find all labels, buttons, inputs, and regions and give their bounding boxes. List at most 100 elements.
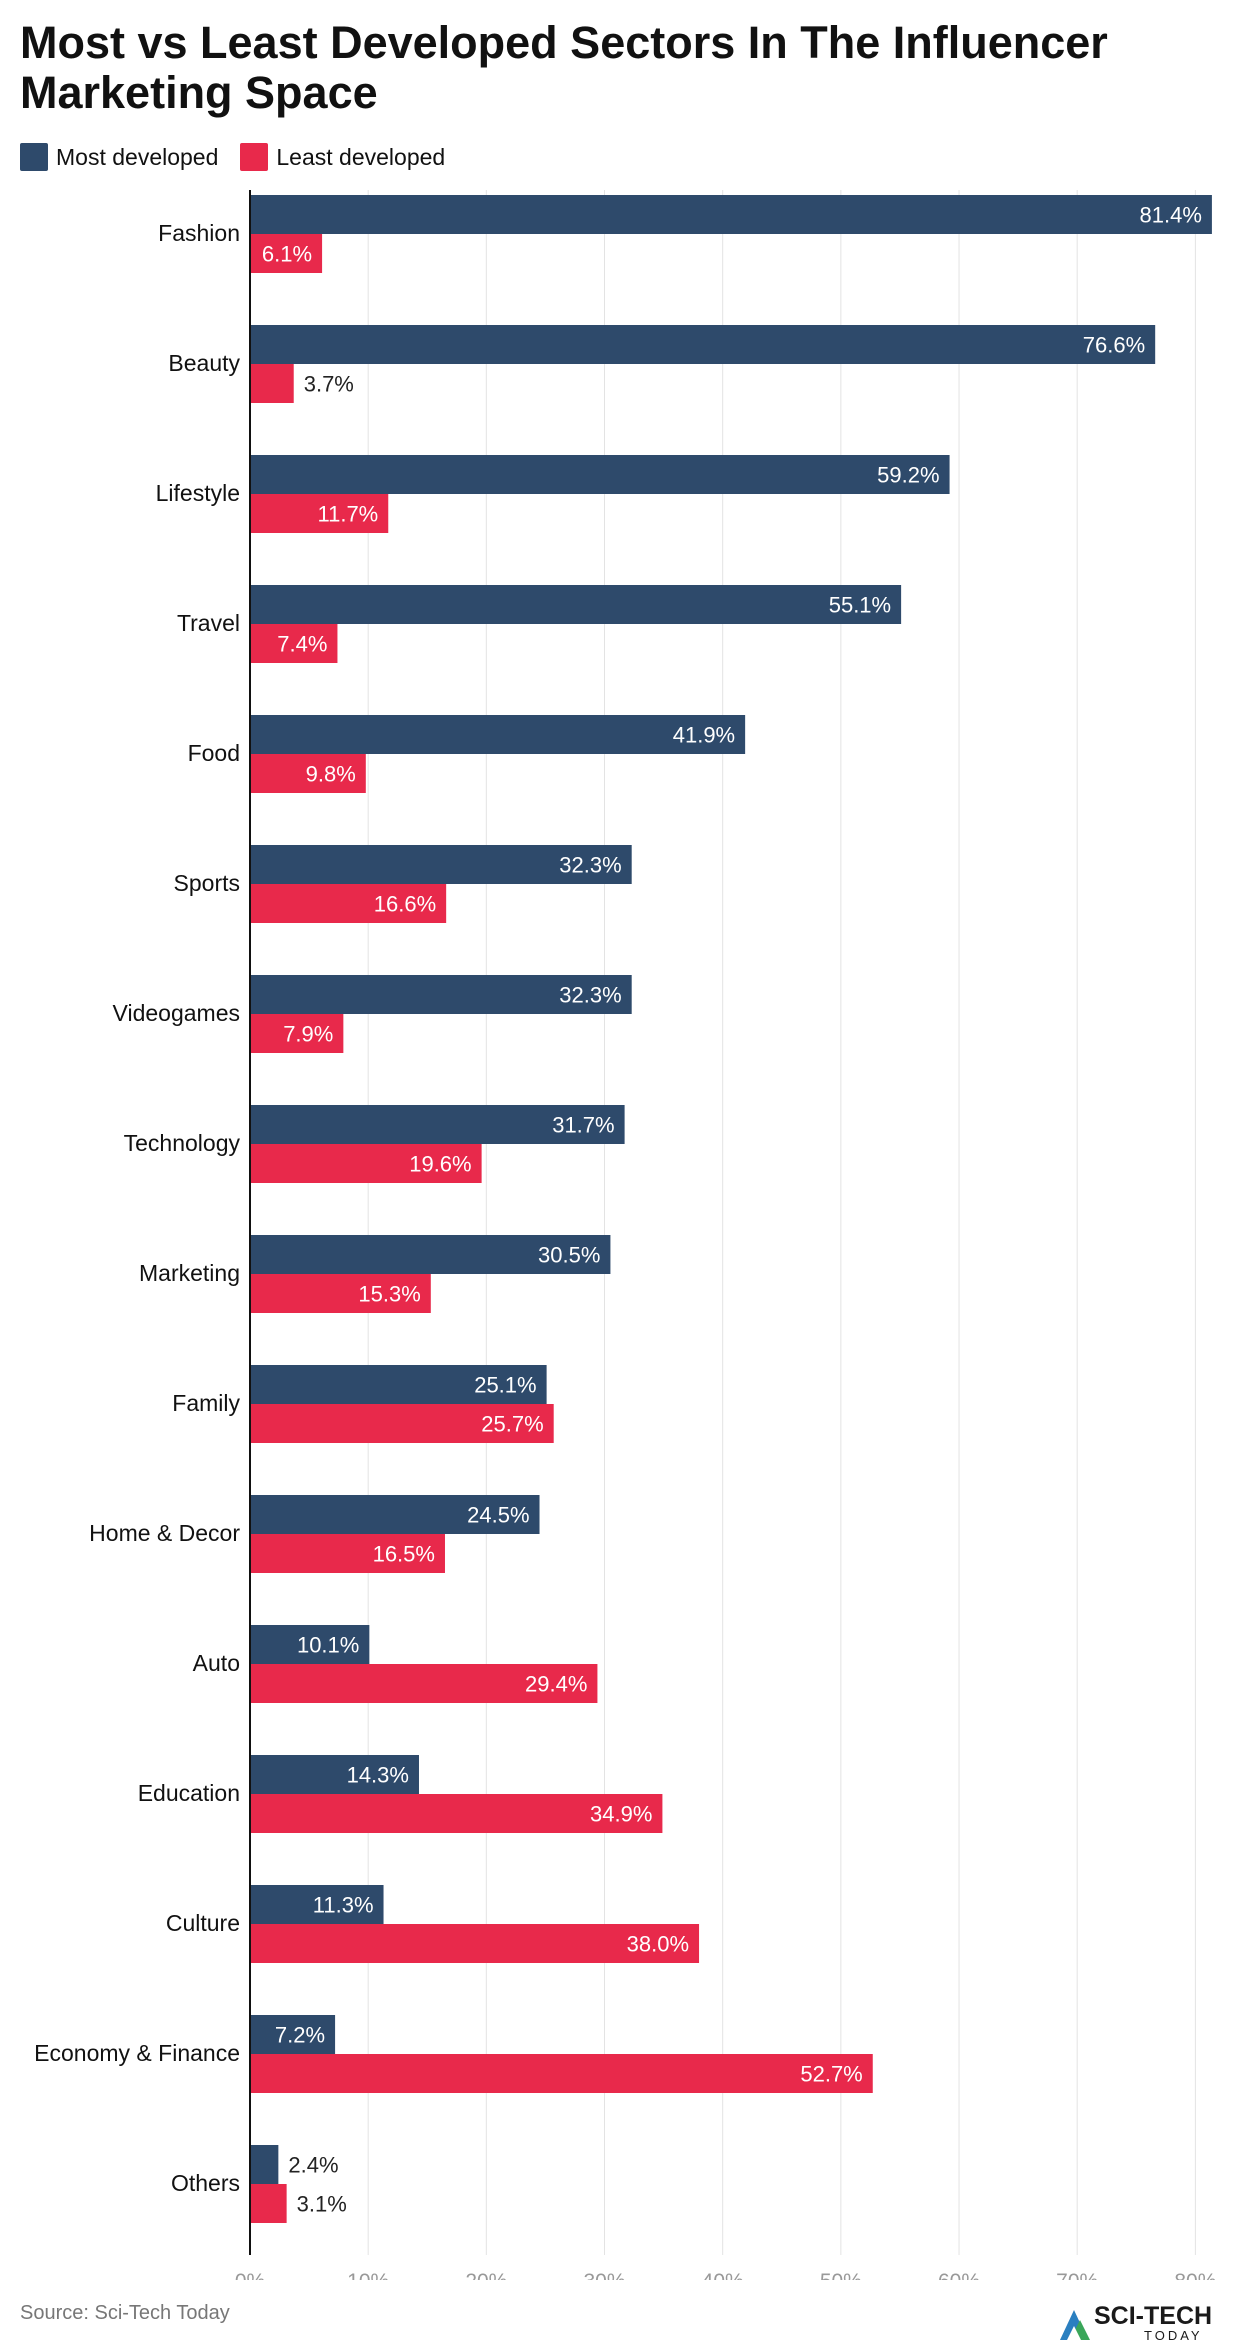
sci-tech-triangle-logo-icon (1060, 2310, 1090, 2340)
x-tick-label: 50% (820, 2270, 862, 2280)
bar-most-developed (250, 1235, 611, 1274)
legend-item-least-developed: Least developed (240, 143, 445, 171)
bar-most-developed (250, 1885, 384, 1924)
bar-least-developed (250, 1794, 663, 1833)
x-tick-label: 80% (1174, 2270, 1216, 2280)
bar-value-label: 41.9% (673, 723, 735, 748)
bar-value-label: 7.2% (275, 2023, 325, 2048)
bar-most-developed (250, 195, 1212, 234)
legend: Most developed Least developed (20, 140, 467, 174)
category-label: Videogames (113, 1000, 240, 1026)
bar-value-label: 24.5% (467, 1503, 529, 1528)
bar-value-label: 16.6% (374, 892, 436, 917)
bar-value-label: 3.7% (304, 372, 354, 397)
bar-value-label: 52.7% (800, 2062, 862, 2087)
bar-value-label: 59.2% (877, 463, 939, 488)
bar-value-label: 38.0% (627, 1932, 689, 1957)
bar-least-developed (250, 1664, 598, 1703)
bar-least-developed (250, 494, 389, 533)
logo-main-text: SCI-TECH (1094, 2302, 1212, 2330)
bar-value-label: 31.7% (552, 1113, 614, 1138)
category-label: Auto (193, 1650, 240, 1676)
x-tick-label: 20% (465, 2270, 507, 2280)
bar-value-label: 7.4% (277, 632, 327, 657)
category-label: Family (172, 1390, 240, 1416)
x-tick-label: 70% (1056, 2270, 1098, 2280)
bar-value-label: 55.1% (829, 593, 891, 618)
bar-least-developed (250, 234, 323, 273)
bar-value-label: 6.1% (262, 242, 312, 267)
bar-most-developed (250, 1625, 370, 1664)
category-label: Fashion (158, 220, 240, 246)
bar-least-developed (250, 364, 294, 403)
bar-most-developed (250, 585, 902, 624)
bar-value-label: 7.9% (283, 1022, 333, 1047)
legend-label-most-developed: Most developed (56, 143, 219, 170)
bar-chart: 0% 10% 20% 30% 40% 50% 60% 70% 80% Fashion 81.4% 6.… (34, 190, 1216, 2280)
chart-title: Most vs Least Developed Sectors In The I… (20, 17, 1108, 118)
category-label: Home & Decor (89, 1520, 240, 1546)
bar-most-developed (250, 325, 1156, 364)
category-label: Technology (124, 1130, 241, 1156)
bar-least-developed (250, 1534, 445, 1573)
bar-value-label: 11.7% (318, 502, 379, 527)
bar-most-developed (250, 1755, 419, 1794)
bar-least-developed (250, 1014, 344, 1053)
bar-value-label: 11.3% (313, 1893, 374, 1918)
bar-value-label: 76.6% (1083, 333, 1145, 358)
bar-value-label: 10.1% (297, 1633, 359, 1658)
bar-value-label: 30.5% (538, 1243, 600, 1268)
bar-value-label: 9.8% (306, 762, 356, 787)
bar-least-developed (250, 624, 338, 663)
bar-value-label: 25.1% (474, 1373, 536, 1398)
category-label: Travel (177, 610, 240, 636)
bar-value-label: 16.5% (373, 1542, 435, 1567)
bar-value-label: 34.9% (590, 1802, 652, 1827)
bar-value-label: 32.3% (559, 853, 621, 878)
bar-most-developed (250, 975, 632, 1014)
bar-least-developed (250, 1144, 482, 1183)
bar-least-developed (250, 1274, 431, 1313)
bar-value-label: 3.1% (297, 2192, 347, 2217)
legend-item-most-developed: Most developed (20, 143, 218, 171)
category-label: Beauty (168, 350, 240, 376)
legend-swatch-least-developed (240, 143, 269, 171)
bar-most-developed (250, 2145, 279, 2184)
bar-most-developed (250, 455, 950, 494)
category-label: Economy & Finance (34, 2040, 240, 2066)
x-tick-label: 60% (938, 2270, 980, 2280)
x-tick-label: 0% (235, 2270, 265, 2280)
category-label: Food (188, 740, 240, 766)
bar-most-developed (250, 2015, 336, 2054)
legend-label-least-developed: Least developed (276, 143, 446, 170)
bar-value-label: 29.4% (525, 1672, 587, 1697)
category-label: Education (138, 1780, 240, 1806)
bar-least-developed (250, 884, 447, 923)
logo-sub-text: TODAY (1144, 2328, 1203, 2343)
bar-most-developed (250, 1495, 540, 1534)
category-label: Culture (166, 1910, 240, 1936)
bar-value-label: 25.7% (481, 1412, 543, 1437)
category-label: Sports (174, 870, 240, 896)
bar-most-developed (250, 845, 632, 884)
x-tick-label: 10% (347, 2270, 389, 2280)
category-label: Others (171, 2170, 240, 2196)
category-label: Marketing (139, 1260, 240, 1286)
bar-most-developed (250, 715, 746, 754)
bar-value-label: 32.3% (559, 983, 621, 1008)
bar-least-developed (250, 2054, 873, 2093)
x-tick-label: 30% (583, 2270, 625, 2280)
bar-most-developed (250, 1105, 625, 1144)
legend-swatch-most-developed (20, 143, 48, 171)
bar-value-label: 15.3% (358, 1282, 420, 1307)
x-tick-label: 40% (702, 2270, 744, 2280)
bar-least-developed (250, 2184, 287, 2223)
bar-value-label: 2.4% (288, 2153, 338, 2178)
bar-least-developed (250, 1404, 554, 1443)
bar-least-developed (250, 1924, 700, 1963)
bar-value-label: 19.6% (409, 1152, 471, 1177)
sci-tech-logo: SCI-TECH TODAY (1060, 2302, 1212, 2343)
category-label: Lifestyle (156, 480, 240, 506)
source-note: Source: Sci-Tech Today (20, 2302, 230, 2324)
bar-least-developed (250, 754, 366, 793)
